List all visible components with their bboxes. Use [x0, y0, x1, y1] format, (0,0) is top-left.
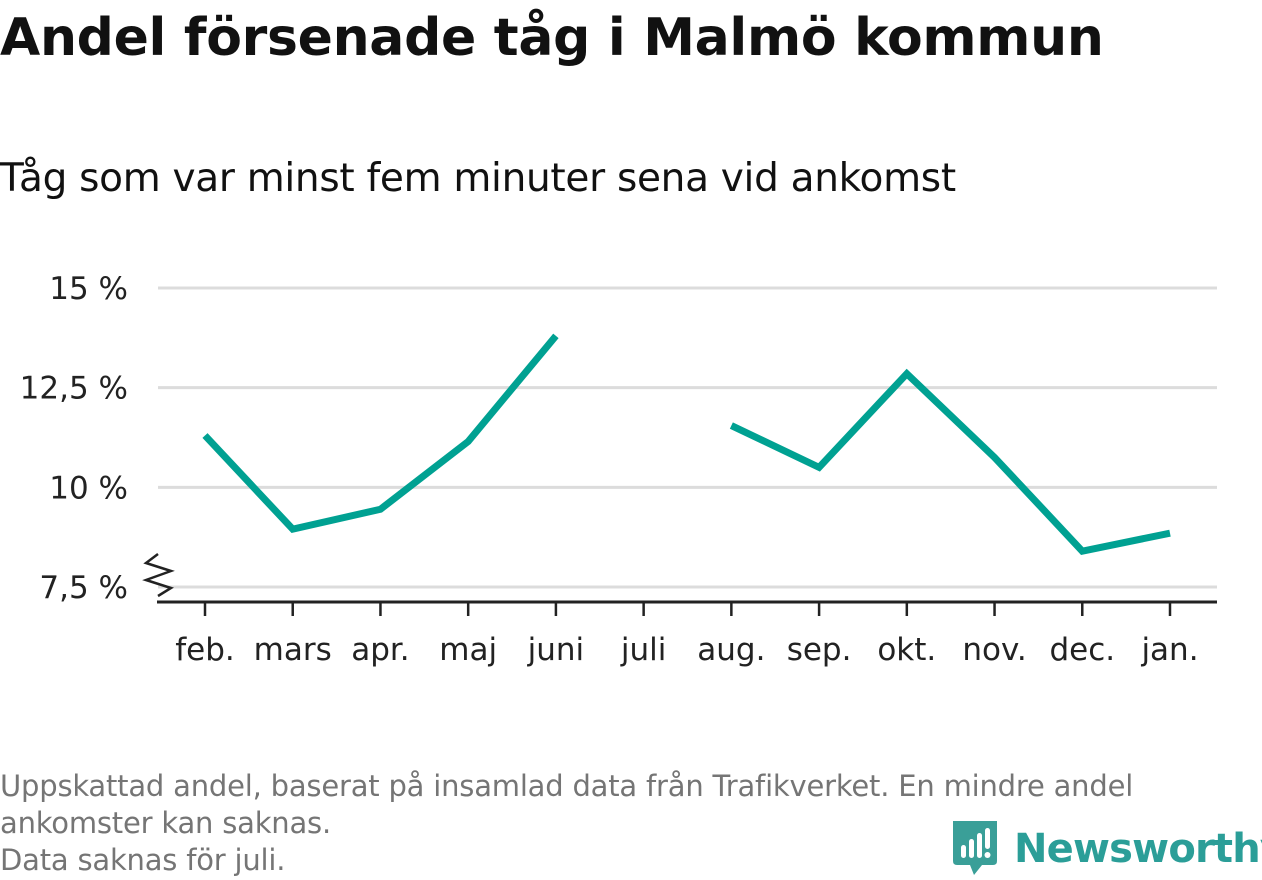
- brand-logo: Newsworthy: [950, 818, 1262, 880]
- x-tick-label: juli: [620, 632, 667, 668]
- y-tick-label: 7,5 %: [39, 570, 128, 606]
- y-tick-label: 10 %: [49, 470, 128, 506]
- series-line: [205, 336, 556, 529]
- x-tick-label: maj: [439, 632, 497, 668]
- axis-break-icon: [146, 554, 171, 596]
- series-line: [731, 374, 1170, 551]
- x-tick-label: jan.: [1140, 632, 1198, 668]
- y-tick-label: 12,5 %: [20, 371, 128, 407]
- x-tick-label: dec.: [1049, 632, 1115, 668]
- brand-name: Newsworthy: [1014, 826, 1262, 872]
- x-tick-label: nov.: [962, 632, 1026, 668]
- y-tick-label: 15 %: [49, 271, 128, 307]
- x-tick-label: aug.: [697, 632, 765, 668]
- gridlines: [158, 288, 1217, 587]
- data-series: [205, 336, 1170, 551]
- x-tick-label: apr.: [351, 632, 409, 668]
- y-axis-tick-labels: 7,5 % 10 % 12,5 % 15 %: [20, 271, 128, 606]
- x-tick-label: juni: [527, 632, 585, 668]
- x-tick-label: feb.: [175, 632, 235, 668]
- newsworthy-logo-icon: [950, 819, 1000, 879]
- x-tick-label: sep.: [787, 632, 852, 668]
- x-tick-label: mars: [254, 632, 332, 668]
- x-tick-label: okt.: [877, 632, 936, 668]
- footnote-line: Uppskattad andel, baserat på insamlad da…: [0, 768, 1245, 805]
